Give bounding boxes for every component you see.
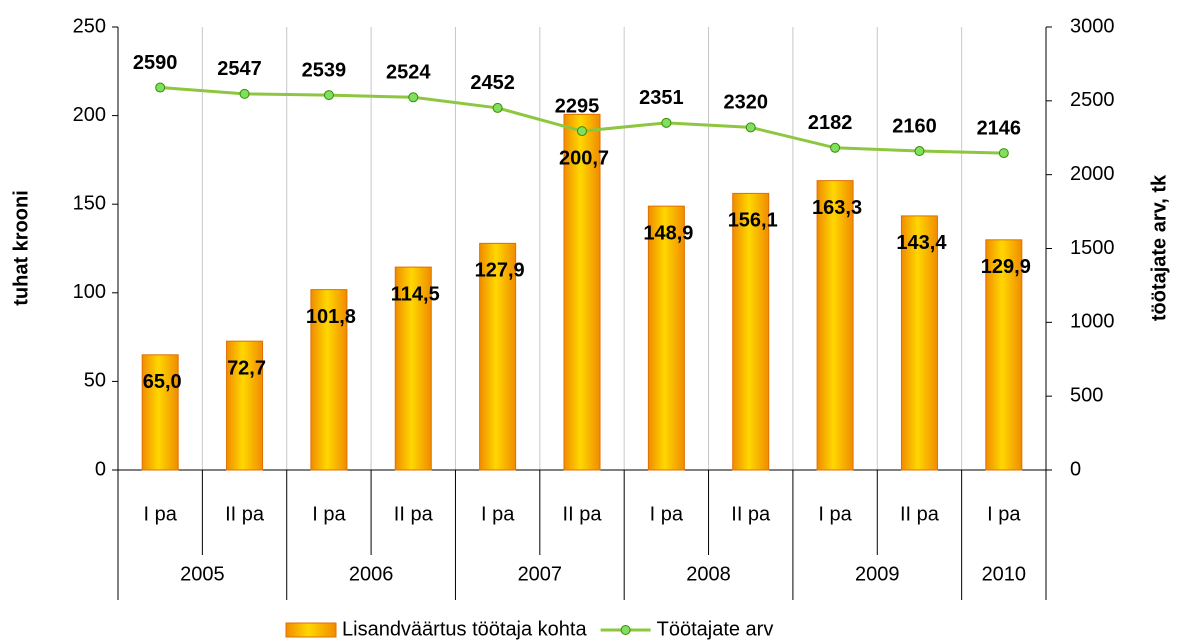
data-label: 2295 bbox=[555, 95, 600, 117]
y2-tick-label: 500 bbox=[1070, 384, 1103, 406]
line-point bbox=[408, 92, 419, 103]
data-label: 156,1 bbox=[728, 210, 778, 232]
y-tick-label: 50 bbox=[84, 370, 106, 392]
line-point bbox=[155, 82, 166, 93]
y2-tick-label: 0 bbox=[1070, 458, 1081, 480]
data-label: 2524 bbox=[386, 62, 431, 84]
x-tick-label: II pa bbox=[900, 503, 940, 525]
line-point bbox=[661, 117, 672, 128]
line-point bbox=[492, 102, 503, 113]
bar bbox=[647, 205, 685, 471]
y-tick-label: 100 bbox=[73, 281, 106, 303]
x-tick-label: I pa bbox=[818, 503, 852, 525]
x-tick-label: II pa bbox=[394, 503, 434, 525]
data-label: 143,4 bbox=[896, 232, 947, 254]
data-label: 2160 bbox=[892, 115, 937, 137]
bar bbox=[563, 113, 601, 471]
bar bbox=[141, 354, 179, 471]
bar bbox=[816, 180, 854, 471]
bar bbox=[985, 239, 1023, 471]
y2-tick-label: 3000 bbox=[1070, 15, 1115, 37]
x-tick-label: I pa bbox=[650, 503, 684, 525]
y2-tick-label: 1500 bbox=[1070, 237, 1115, 259]
y2-tick-label: 1000 bbox=[1070, 311, 1115, 333]
x-tick-label: I pa bbox=[987, 503, 1021, 525]
data-label: 2452 bbox=[470, 72, 515, 94]
bar bbox=[226, 340, 264, 471]
data-label: 200,7 bbox=[559, 147, 609, 169]
legend-swatch bbox=[285, 622, 337, 638]
x-tick-label: I pa bbox=[312, 503, 346, 525]
line-point bbox=[577, 126, 587, 137]
y-tick-label: 200 bbox=[73, 104, 106, 126]
data-label: 129,9 bbox=[981, 256, 1031, 278]
line-point bbox=[998, 148, 1009, 159]
bar bbox=[310, 289, 348, 471]
data-label: 65,0 bbox=[143, 371, 182, 393]
legend-label: Töötajate arv bbox=[657, 618, 774, 640]
data-label: 2539 bbox=[302, 59, 347, 81]
data-label: 163,3 bbox=[812, 197, 862, 219]
bar bbox=[900, 215, 938, 471]
y-tick-label: 150 bbox=[73, 192, 106, 214]
y-axis-title: tuhat krooni bbox=[10, 190, 32, 306]
data-label: 101,8 bbox=[306, 306, 356, 328]
legend-label: Lisandväärtus töötaja kohta bbox=[342, 618, 587, 640]
x-group-label: 2009 bbox=[855, 563, 900, 585]
x-group-label: 2010 bbox=[982, 563, 1027, 585]
line-point bbox=[323, 90, 334, 101]
data-label: 2547 bbox=[217, 58, 262, 80]
x-tick-label: II pa bbox=[731, 503, 771, 525]
x-tick-label: I pa bbox=[144, 503, 178, 525]
x-tick-label: II pa bbox=[225, 503, 265, 525]
data-label: 114,5 bbox=[391, 283, 440, 305]
legend-swatch-point bbox=[620, 625, 631, 635]
line-point bbox=[830, 142, 841, 153]
data-label: 2320 bbox=[723, 92, 768, 114]
x-group-label: 2005 bbox=[180, 563, 225, 585]
x-group-label: 2008 bbox=[686, 563, 731, 585]
data-label: 72,7 bbox=[227, 357, 266, 379]
y2-tick-label: 2500 bbox=[1070, 89, 1115, 111]
data-label: 2351 bbox=[639, 87, 684, 109]
line-point bbox=[239, 88, 250, 99]
y2-axis-title: töötajate arv, tk bbox=[1148, 174, 1170, 321]
x-group-label: 2007 bbox=[518, 563, 563, 585]
y-tick-label: 250 bbox=[73, 15, 106, 37]
data-label: 127,9 bbox=[475, 260, 525, 282]
data-label: 2182 bbox=[808, 112, 853, 134]
bar bbox=[479, 242, 517, 471]
bar bbox=[732, 192, 770, 471]
x-group-label: 2006 bbox=[349, 563, 394, 585]
y2-tick-label: 2000 bbox=[1070, 163, 1115, 185]
y-tick-label: 0 bbox=[95, 458, 106, 480]
line-point bbox=[914, 146, 925, 157]
data-label: 148,9 bbox=[643, 222, 693, 244]
data-label: 2590 bbox=[133, 52, 178, 74]
bar bbox=[394, 266, 432, 471]
x-tick-label: II pa bbox=[563, 503, 603, 525]
x-tick-label: I pa bbox=[481, 503, 515, 525]
data-label: 2146 bbox=[977, 117, 1022, 139]
line-point bbox=[745, 122, 756, 133]
